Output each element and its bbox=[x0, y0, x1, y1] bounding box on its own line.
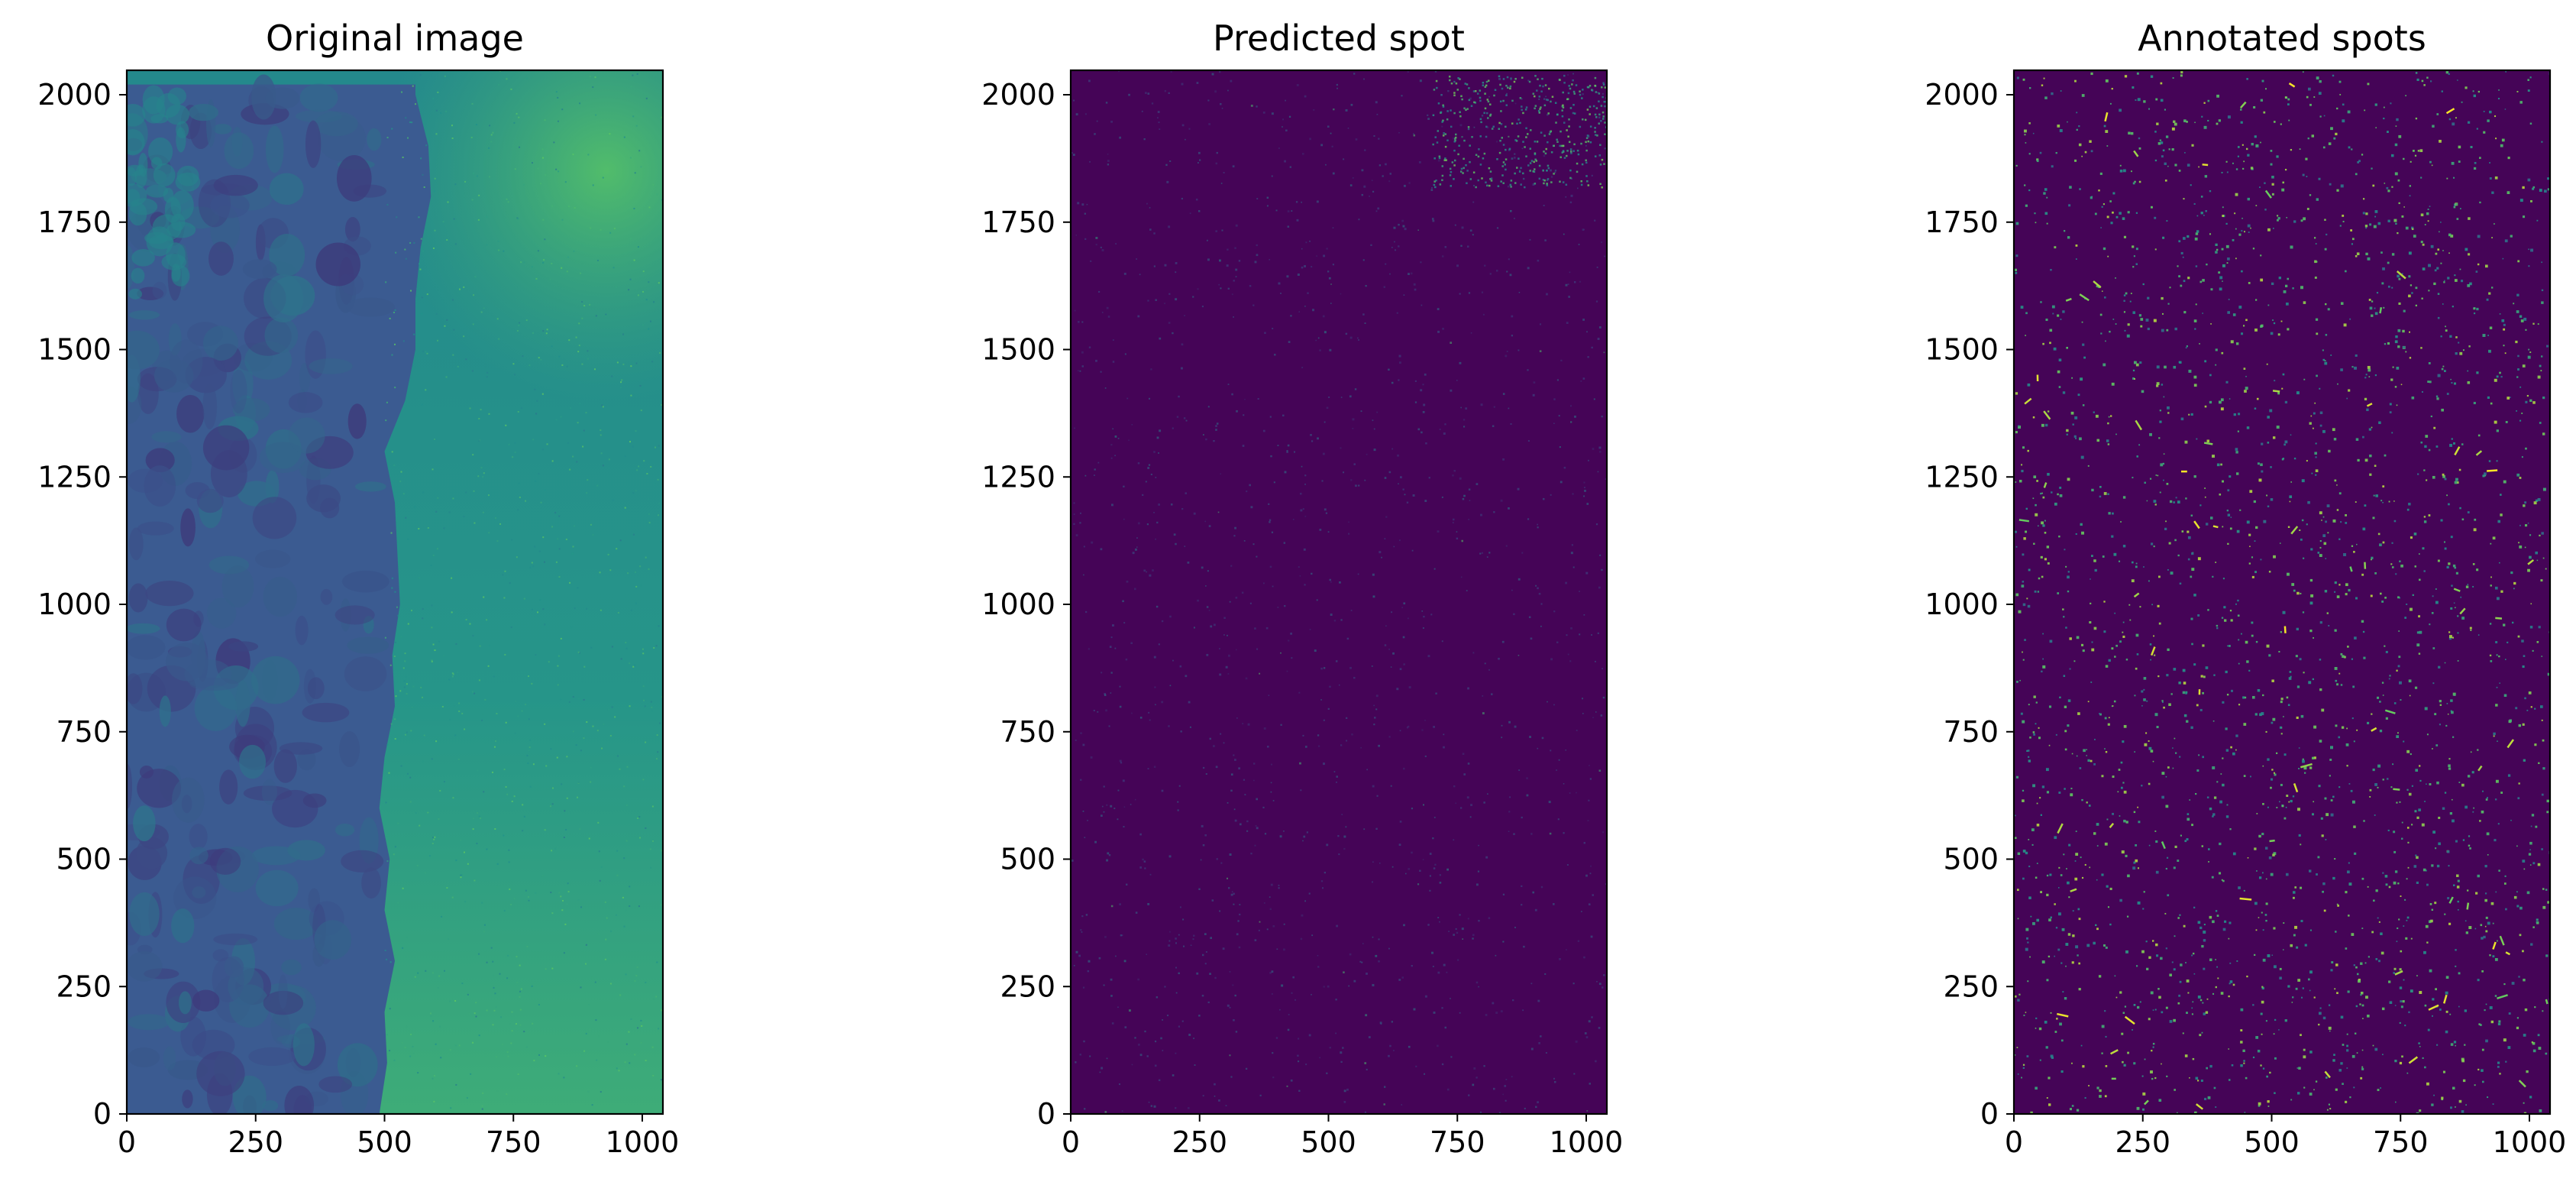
x-tick-label: 1000 bbox=[1550, 1125, 1624, 1159]
y-tick-label: 2000 bbox=[1925, 78, 1999, 112]
y-tick-label: 1750 bbox=[1925, 206, 1999, 239]
image-background bbox=[1071, 70, 1607, 1114]
y-tick-label: 2000 bbox=[981, 78, 1055, 112]
y-tick-label: 1000 bbox=[37, 588, 112, 621]
x-tick-label: 1000 bbox=[2493, 1125, 2567, 1159]
y-tick-label: 750 bbox=[56, 715, 112, 749]
y-tick-label: 1750 bbox=[981, 206, 1055, 239]
y-tick-label: 1000 bbox=[981, 588, 1055, 621]
y-tick-label: 250 bbox=[1000, 970, 1055, 1003]
panel-annotated: Annotated spots 0 250 500 750 1000 0 250 500 750 1… bbox=[1925, 18, 2566, 1159]
y-tick-label: 1500 bbox=[1925, 333, 1999, 367]
y-tick-label: 1250 bbox=[37, 460, 112, 494]
panel-original: Original image 0 250 500 750 1000 0 250 500 750 10… bbox=[37, 18, 680, 1159]
y-tick-label: 750 bbox=[1000, 715, 1055, 749]
x-tick-label: 0 bbox=[1062, 1125, 1080, 1159]
figure-panels: Original image 0 250 500 750 1000 0 250 500 750 10… bbox=[37, 18, 2566, 1159]
y-tick-label: 0 bbox=[93, 1097, 112, 1131]
heatmap-image bbox=[2014, 70, 2550, 1114]
image-background bbox=[2014, 70, 2550, 1114]
heatmap-image bbox=[1071, 70, 1607, 1114]
x-tick-label: 500 bbox=[357, 1125, 412, 1159]
y-tick-label: 2000 bbox=[37, 78, 112, 112]
y-tick-label: 1500 bbox=[981, 333, 1055, 367]
axes-frame bbox=[1069, 69, 1608, 1115]
y-tick-label: 500 bbox=[1943, 843, 1999, 876]
x-tick-label: 1000 bbox=[606, 1125, 680, 1159]
y-tick-label: 0 bbox=[1980, 1097, 1999, 1131]
x-tick-label: 0 bbox=[118, 1125, 136, 1159]
panel-title: Predicted spot bbox=[1213, 18, 1465, 59]
y-tick-label: 1250 bbox=[1925, 460, 1999, 494]
y-tick-label: 1250 bbox=[981, 460, 1055, 494]
y-tick-label: 500 bbox=[1000, 843, 1055, 876]
x-tick-label: 500 bbox=[1301, 1125, 1356, 1159]
y-tick-label: 250 bbox=[1943, 970, 1999, 1003]
x-tick-label: 750 bbox=[1430, 1125, 1485, 1159]
x-tick-label: 250 bbox=[2115, 1125, 2170, 1159]
axes-frame bbox=[125, 69, 664, 1115]
panel-title: Original image bbox=[266, 18, 524, 59]
y-tick-label: 750 bbox=[1943, 715, 1999, 749]
panel-title: Annotated spots bbox=[2138, 18, 2426, 59]
panel-predicted: Predicted spot 0 250 500 750 1000 0 250 500 750 10… bbox=[981, 18, 1623, 1159]
y-tick-label: 250 bbox=[56, 970, 112, 1003]
y-tick-label: 0 bbox=[1037, 1097, 1055, 1131]
x-tick-label: 500 bbox=[2244, 1125, 2300, 1159]
axes-frame bbox=[2012, 69, 2552, 1115]
y-tick-label: 1000 bbox=[1925, 588, 1999, 621]
x-tick-label: 750 bbox=[2373, 1125, 2429, 1159]
x-tick-label: 0 bbox=[2005, 1125, 2023, 1159]
x-tick-label: 250 bbox=[1172, 1125, 1227, 1159]
heatmap-image bbox=[127, 70, 663, 1114]
bright-region bbox=[380, 70, 663, 401]
x-tick-label: 250 bbox=[228, 1125, 283, 1159]
x-tick-label: 750 bbox=[486, 1125, 541, 1159]
y-tick-label: 1750 bbox=[37, 206, 112, 239]
y-tick-label: 500 bbox=[56, 843, 112, 876]
y-tick-label: 1500 bbox=[37, 333, 112, 367]
